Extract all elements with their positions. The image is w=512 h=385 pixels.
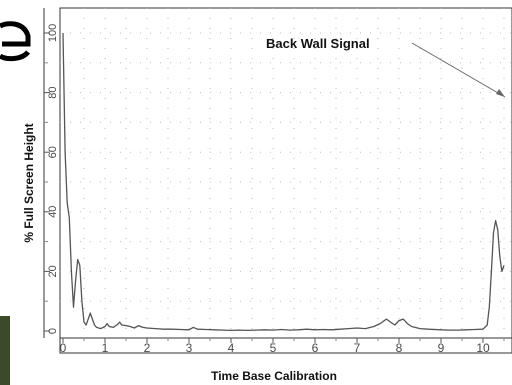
partial-letter-fragment — [0, 21, 31, 62]
annotation-label: Back Wall Signal — [266, 36, 370, 51]
x-tick-label: 4 — [228, 341, 235, 355]
x-tick-label: 8 — [396, 341, 403, 355]
y-tick-label: 100 — [47, 24, 59, 42]
y-axis-title: % Full Screen Height — [22, 123, 36, 242]
y-tick-label: 0 — [47, 328, 59, 334]
x-tick-label: 2 — [144, 341, 151, 355]
x-tick-label: 7 — [354, 341, 361, 355]
x-tick-label: 1 — [102, 341, 109, 355]
x-tick-label: 10 — [476, 341, 490, 355]
y-tick-label: 60 — [47, 146, 59, 158]
plot-area: 0 20 40 60 80 100 0 1 2 3 4 5 6 7 8 9 10 — [43, 7, 512, 355]
x-tick-label: 3 — [186, 341, 193, 355]
y-tick-label: 40 — [47, 206, 59, 218]
series-line — [62, 32, 505, 332]
x-axis-title: Time Base Calibration — [211, 369, 337, 383]
x-axis-ticks: 0 1 2 3 4 5 6 7 8 9 10 — [60, 338, 505, 355]
x-tick-label: 0 — [60, 341, 67, 355]
annotation-arrow-head — [496, 89, 505, 97]
annotation-arrow-shaft — [411, 42, 506, 98]
photo-fragment — [0, 316, 10, 385]
y-tick-label: 20 — [47, 265, 59, 277]
x-tick-label: 9 — [438, 341, 445, 355]
plot-frame — [59, 7, 512, 339]
x-tick-label: 5 — [270, 341, 277, 355]
y-tick-label: 80 — [47, 86, 59, 98]
x-tick-label: 6 — [312, 341, 319, 355]
y-axis-ticks: 0 20 40 60 80 100 — [44, 24, 59, 334]
